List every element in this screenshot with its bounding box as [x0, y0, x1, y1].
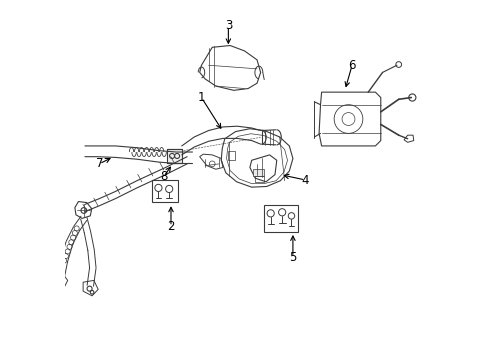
Bar — [167, 149, 182, 163]
Bar — [152, 180, 178, 202]
Text: 6: 6 — [347, 59, 355, 72]
Bar — [253, 168, 263, 176]
Text: 5: 5 — [288, 251, 296, 264]
Bar — [255, 176, 264, 182]
Text: 7: 7 — [95, 157, 103, 170]
Text: 1: 1 — [197, 91, 205, 104]
Text: 2: 2 — [167, 220, 174, 233]
Text: 4: 4 — [301, 174, 308, 186]
Bar — [228, 151, 234, 160]
Text: 3: 3 — [224, 19, 232, 32]
Text: 8: 8 — [160, 170, 167, 183]
Bar — [264, 205, 298, 232]
